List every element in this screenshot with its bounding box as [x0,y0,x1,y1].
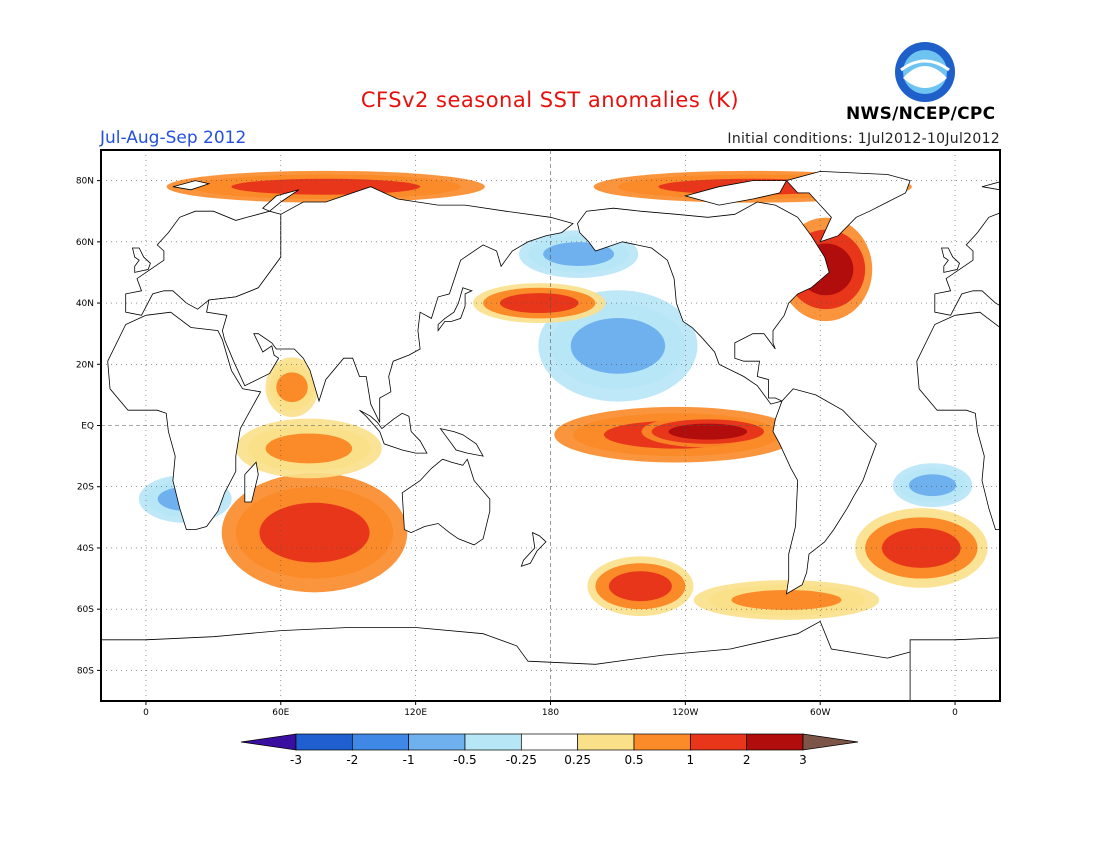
lat-label: 60N [76,238,94,248]
colorbar-label: 0.5 [624,753,643,767]
season-label: Jul-Aug-Sep 2012 [100,128,247,148]
colorbar-segment [577,733,635,751]
lat-label: 80S [77,666,94,676]
lat-label: 40S [77,544,94,554]
lon-label: 0 [143,708,149,718]
land-asia [206,186,574,423]
colorbar-label: -1 [403,753,415,767]
land-greenland [785,170,911,243]
land-svalbard [172,180,211,191]
lat-label: 80N [76,177,94,187]
lat-label: 20S [77,483,94,493]
land-madagascar [1054,462,1068,502]
colorbar-label: -0.5 [453,753,476,767]
map-title: CFSv2 seasonal SST anomalies (K) [360,88,740,112]
land-madagascar [244,461,259,503]
land-africa [107,311,262,530]
colorbar-label: -2 [346,753,358,767]
colorbar-segment [408,733,466,751]
colorbar-label: 1 [687,753,695,767]
colorbar-label: -3 [290,753,302,767]
land-indonesia [359,409,428,454]
map-panel [0,150,1100,701]
land-north-america [0,202,20,404]
land-uk [941,247,960,273]
land-uk [131,247,151,273]
graticule [101,150,1000,701]
anomaly-region-Tropical-Indian-warm [235,418,382,479]
landmasses [0,170,1100,701]
anomaly-region-Nino-core [641,415,775,448]
colorbar-segment [633,733,691,751]
colorbar-segment [520,733,579,751]
lat-label: 20N [76,360,94,370]
colorbar-segment [351,733,410,751]
land-new-zealand [520,531,547,567]
land-south-america [772,388,877,595]
anomaly-region-Indian-Ocean-south-warm [221,472,408,593]
land-asia [1016,187,1100,423]
lon-label: 0 [952,708,958,718]
land-africa [916,311,1000,530]
anomaly-region-S-Atlantic-cold [892,463,973,508]
land-novaya-zemlya [1072,190,1100,211]
lon-label: 120W [672,708,698,718]
land-europe [934,212,1000,316]
anomaly-region-NW-Pacific-warm [472,283,606,323]
land-japan [437,287,473,332]
land-svalbard [981,181,1000,191]
colorbar-segment [295,733,353,751]
lat-label: EQ [81,422,94,432]
anomaly-region-S-Pacific-warm [587,556,694,617]
colorbar-segment [464,733,522,751]
colorbar-label: 2 [743,753,751,767]
land-antarctica [909,637,1000,701]
colorbar-label: -0.25 [506,753,537,767]
lon-label: 180 [542,708,559,718]
lon-label: 120E [404,708,427,718]
land-new-guinea [439,427,484,457]
lon-label: 60E [272,708,289,718]
colorbar-label: 0.25 [564,753,591,767]
anomaly-region-Southern-Ocean-warm [693,580,880,620]
land-europe [125,210,282,316]
initial-conditions-label: Initial conditions: 1Jul2012-10Jul2012 [727,131,1000,147]
colorbar-min-triangle [240,733,297,751]
lat-label: 40N [76,299,94,309]
colorbar-segment [689,733,748,751]
colorbar-segment [746,733,804,751]
colorbar-label: 3 [799,753,807,767]
lon-label: 60W [810,708,830,718]
agency-label: NWS/NCEP/CPC [846,104,996,124]
land-australia [401,458,491,546]
anomaly-region-Arctic-warm-Siberia [166,170,485,203]
noaa-logo [895,42,955,102]
land-south-america [0,389,67,594]
land-arctic-islands [683,180,788,206]
lat-label: 60S [77,605,94,615]
colorbar: -3 -2 -1 -0.5 -0.25 0.25 0.5 1 2 3 [240,733,859,767]
colorbar-max-triangle [802,733,859,751]
